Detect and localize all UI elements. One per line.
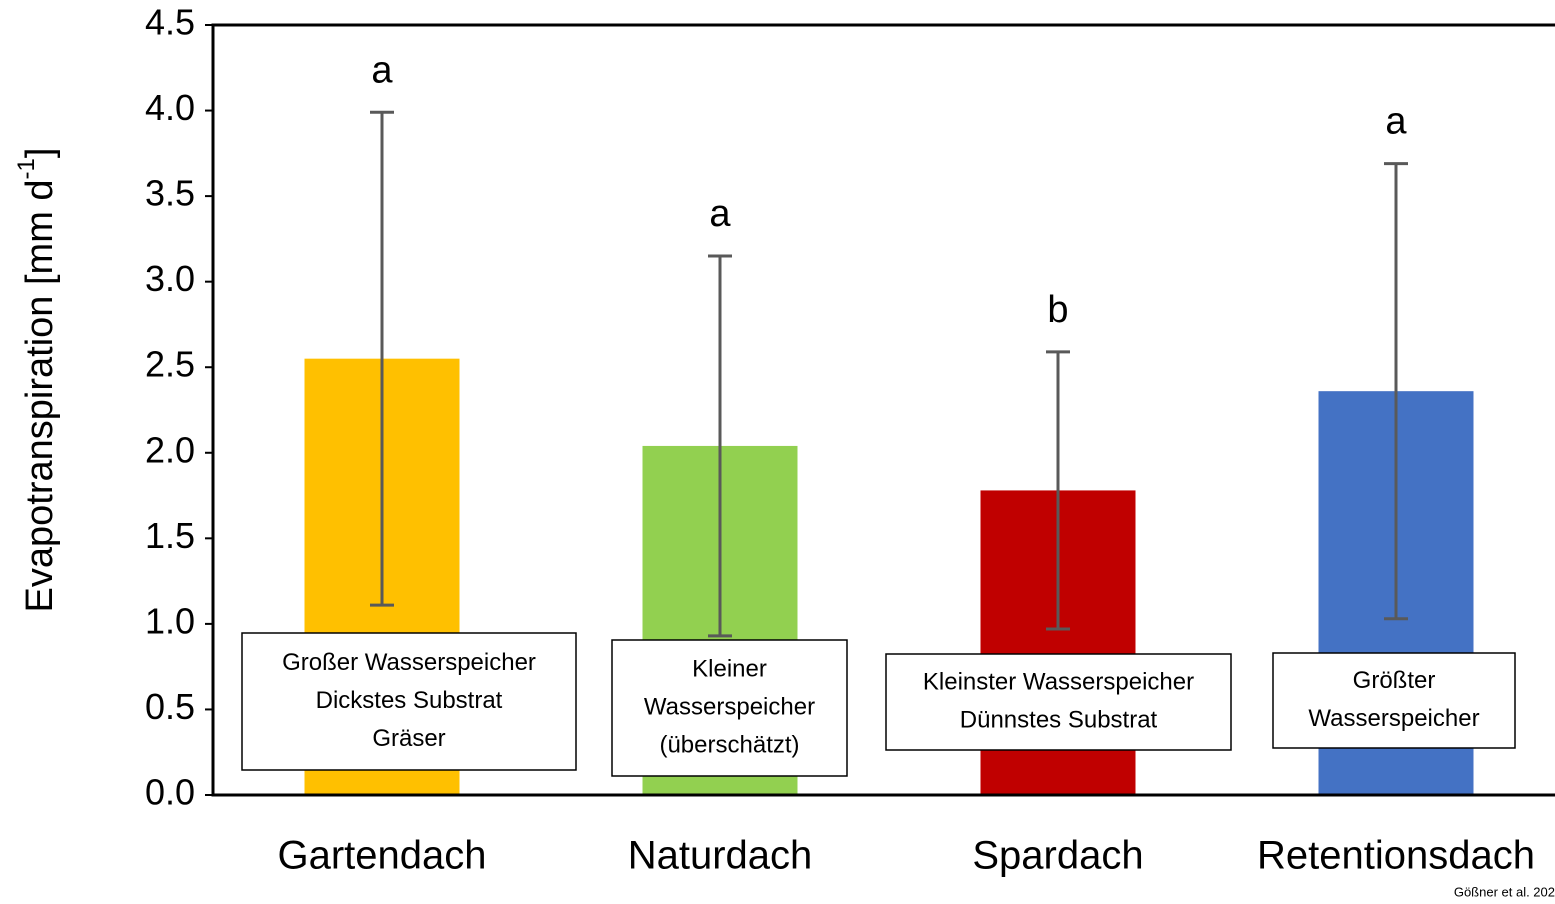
significance-label: a: [709, 193, 731, 235]
annotation-text: Kleiner: [692, 655, 767, 682]
y-tick-label: 3.0: [145, 258, 195, 299]
y-tick-label: 1.5: [145, 515, 195, 556]
annotation-box: [241, 632, 577, 771]
annotation-text: Wasserspeicher: [644, 693, 815, 720]
y-tick-label: 3.5: [145, 173, 195, 214]
annotation-text: Großer Wasserspeicher: [282, 649, 536, 676]
y-tick-label: 2.0: [145, 429, 195, 470]
y-tick-label: 2.5: [145, 344, 195, 385]
y-tick-label: 4.0: [145, 87, 195, 128]
annotation-box: [885, 653, 1232, 751]
source: Gößner et al. 202: [1454, 884, 1555, 899]
significance-label: b: [1047, 289, 1068, 331]
annotation-text: (überschätzt): [659, 731, 799, 758]
annotation-box: [611, 639, 848, 777]
annotation-text: Wasserspeicher: [1308, 705, 1479, 732]
y-tick-label: 1.0: [145, 600, 195, 641]
y-tick-label: 0.5: [145, 686, 195, 727]
annotation-box: [1272, 652, 1516, 749]
y-label-end: ]: [19, 148, 61, 159]
y-axis-label: Evapotranspiration [mm d-1]: [13, 148, 61, 613]
y-tick-label: 4.5: [145, 2, 195, 43]
y-label-main: Evapotranspiration [mm d: [19, 179, 61, 612]
annotation-text: Dünnstes Substrat: [960, 706, 1158, 733]
significance-label: a: [1385, 101, 1407, 143]
y-label-sup: -1: [13, 158, 40, 179]
plot-frame: [211, 23, 1555, 797]
y-tick-label: 0.0: [145, 772, 195, 813]
significance-label: a: [371, 49, 393, 91]
x-tick-label: Spardach: [972, 834, 1143, 878]
annotation-text: Größter: [1353, 667, 1436, 694]
x-tick-label: Gartendach: [277, 834, 486, 878]
x-tick-label: Naturdach: [628, 834, 813, 878]
x-tick-label: Retentionsdach: [1257, 834, 1535, 878]
annotation-text: Kleinster Wasserspeicher: [923, 668, 1194, 695]
annotation-text: Gräser: [372, 725, 445, 752]
annotation-text: Dickstes Substrat: [316, 687, 503, 714]
